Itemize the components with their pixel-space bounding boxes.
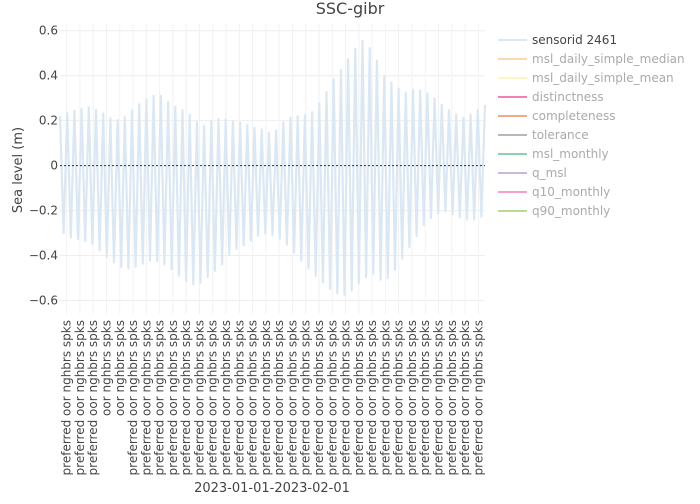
x-tick-label: preferred oor nghbrs spks [312, 320, 326, 475]
legend-item: msl_monthly [532, 147, 609, 161]
x-tick-label: preferred oor nghbrs spks [352, 320, 366, 475]
x-tick-label: preferred oor nghbrs spks [73, 320, 87, 475]
legend: sensorid 2461 msl_daily_simple_median msl_… [498, 33, 685, 218]
x-tick-label: preferred oor nghbrs spks [139, 320, 153, 475]
x-tick-label: preferred oor nghbrs spks [432, 320, 446, 475]
legend-item: msl_daily_simple_median [532, 52, 685, 66]
x-tick-label: preferred oor nghbrs spks [126, 320, 140, 475]
x-tick-label: preferred oor nghbrs spks [445, 320, 459, 475]
x-tick-label: preferred oor nghbrs spks [325, 320, 339, 475]
series-line-sensorid-2461 [58, 39, 487, 297]
x-tick-label: preferred oor nghbrs spks [392, 320, 406, 475]
y-tick-label: −0.2 [29, 204, 58, 218]
y-tick-label: 0.4 [39, 69, 58, 83]
y-axis: 0.6 0.4 0.2 0 −0.2 −0.4 −0.6 [29, 24, 58, 308]
x-tick-label: preferred oor nghbrs spks [60, 320, 74, 475]
legend-item: q10_monthly [532, 185, 610, 199]
y-tick-label: 0 [50, 159, 58, 173]
y-axis-label: Sea level (m) [11, 127, 26, 213]
x-tick-label: preferred oor nghbrs spks [179, 320, 193, 475]
x-tick-label: preferred oor nghbrs spks [153, 320, 167, 475]
x-tick-label: preferred oor nghbrs spks [458, 320, 472, 475]
x-tick-label: preferred oor nghbrs spks [365, 320, 379, 475]
x-tick-label: preferred oor nghbrs spks [206, 320, 220, 475]
x-tick-label: preferred oor nghbrs spks [86, 320, 100, 475]
legend-item: q90_monthly [532, 204, 610, 218]
x-tick-label: preferred oor nghbrs spks [232, 320, 246, 475]
x-tick-label: preferred oor nghbrs spks [418, 320, 432, 475]
x-tick-label: preferred oor nghbrs spks [471, 320, 485, 475]
x-axis: preferred oor nghbrs spks preferred oor n… [60, 320, 486, 475]
x-tick-label: preferred oor nghbrs spks [259, 320, 273, 475]
y-tick-label: −0.6 [29, 294, 58, 308]
x-tick-label: preferred oor nghbrs spks [285, 320, 299, 475]
legend-item: msl_daily_simple_mean [532, 71, 674, 85]
x-tick-label: preferred oor nghbrs spks [405, 320, 419, 475]
legend-item: q_msl [532, 166, 567, 180]
plot-area [58, 39, 487, 297]
y-tick-label: 0.2 [39, 114, 58, 128]
y-tick-label: −0.4 [29, 249, 58, 263]
chart-title: SSC-gibr [316, 0, 385, 18]
legend-item: tolerance [532, 128, 589, 142]
x-tick-label: preferred oor nghbrs spks [219, 320, 233, 475]
legend-item: completeness [532, 109, 616, 123]
x-tick-label: oor nghbrs spks [113, 320, 127, 416]
x-tick-label: preferred oor nghbrs spks [378, 320, 392, 475]
x-tick-label: preferred oor nghbrs spks [192, 320, 206, 475]
x-tick-label: preferred oor nghbrs spks [246, 320, 260, 475]
legend-item: distinctness [532, 90, 604, 104]
x-tick-label: preferred oor nghbrs spks [166, 320, 180, 475]
x-axis-label: 2023-01-01-2023-02-01 [194, 481, 350, 496]
legend-item: sensorid 2461 [532, 33, 617, 47]
x-tick-label: preferred oor nghbrs spks [272, 320, 286, 475]
y-tick-label: 0.6 [39, 24, 58, 38]
x-tick-label: oor nghbrs spks [99, 320, 113, 416]
x-tick-label: preferred oor nghbrs spks [299, 320, 313, 475]
x-tick-label: preferred oor nghbrs spks [339, 320, 353, 475]
